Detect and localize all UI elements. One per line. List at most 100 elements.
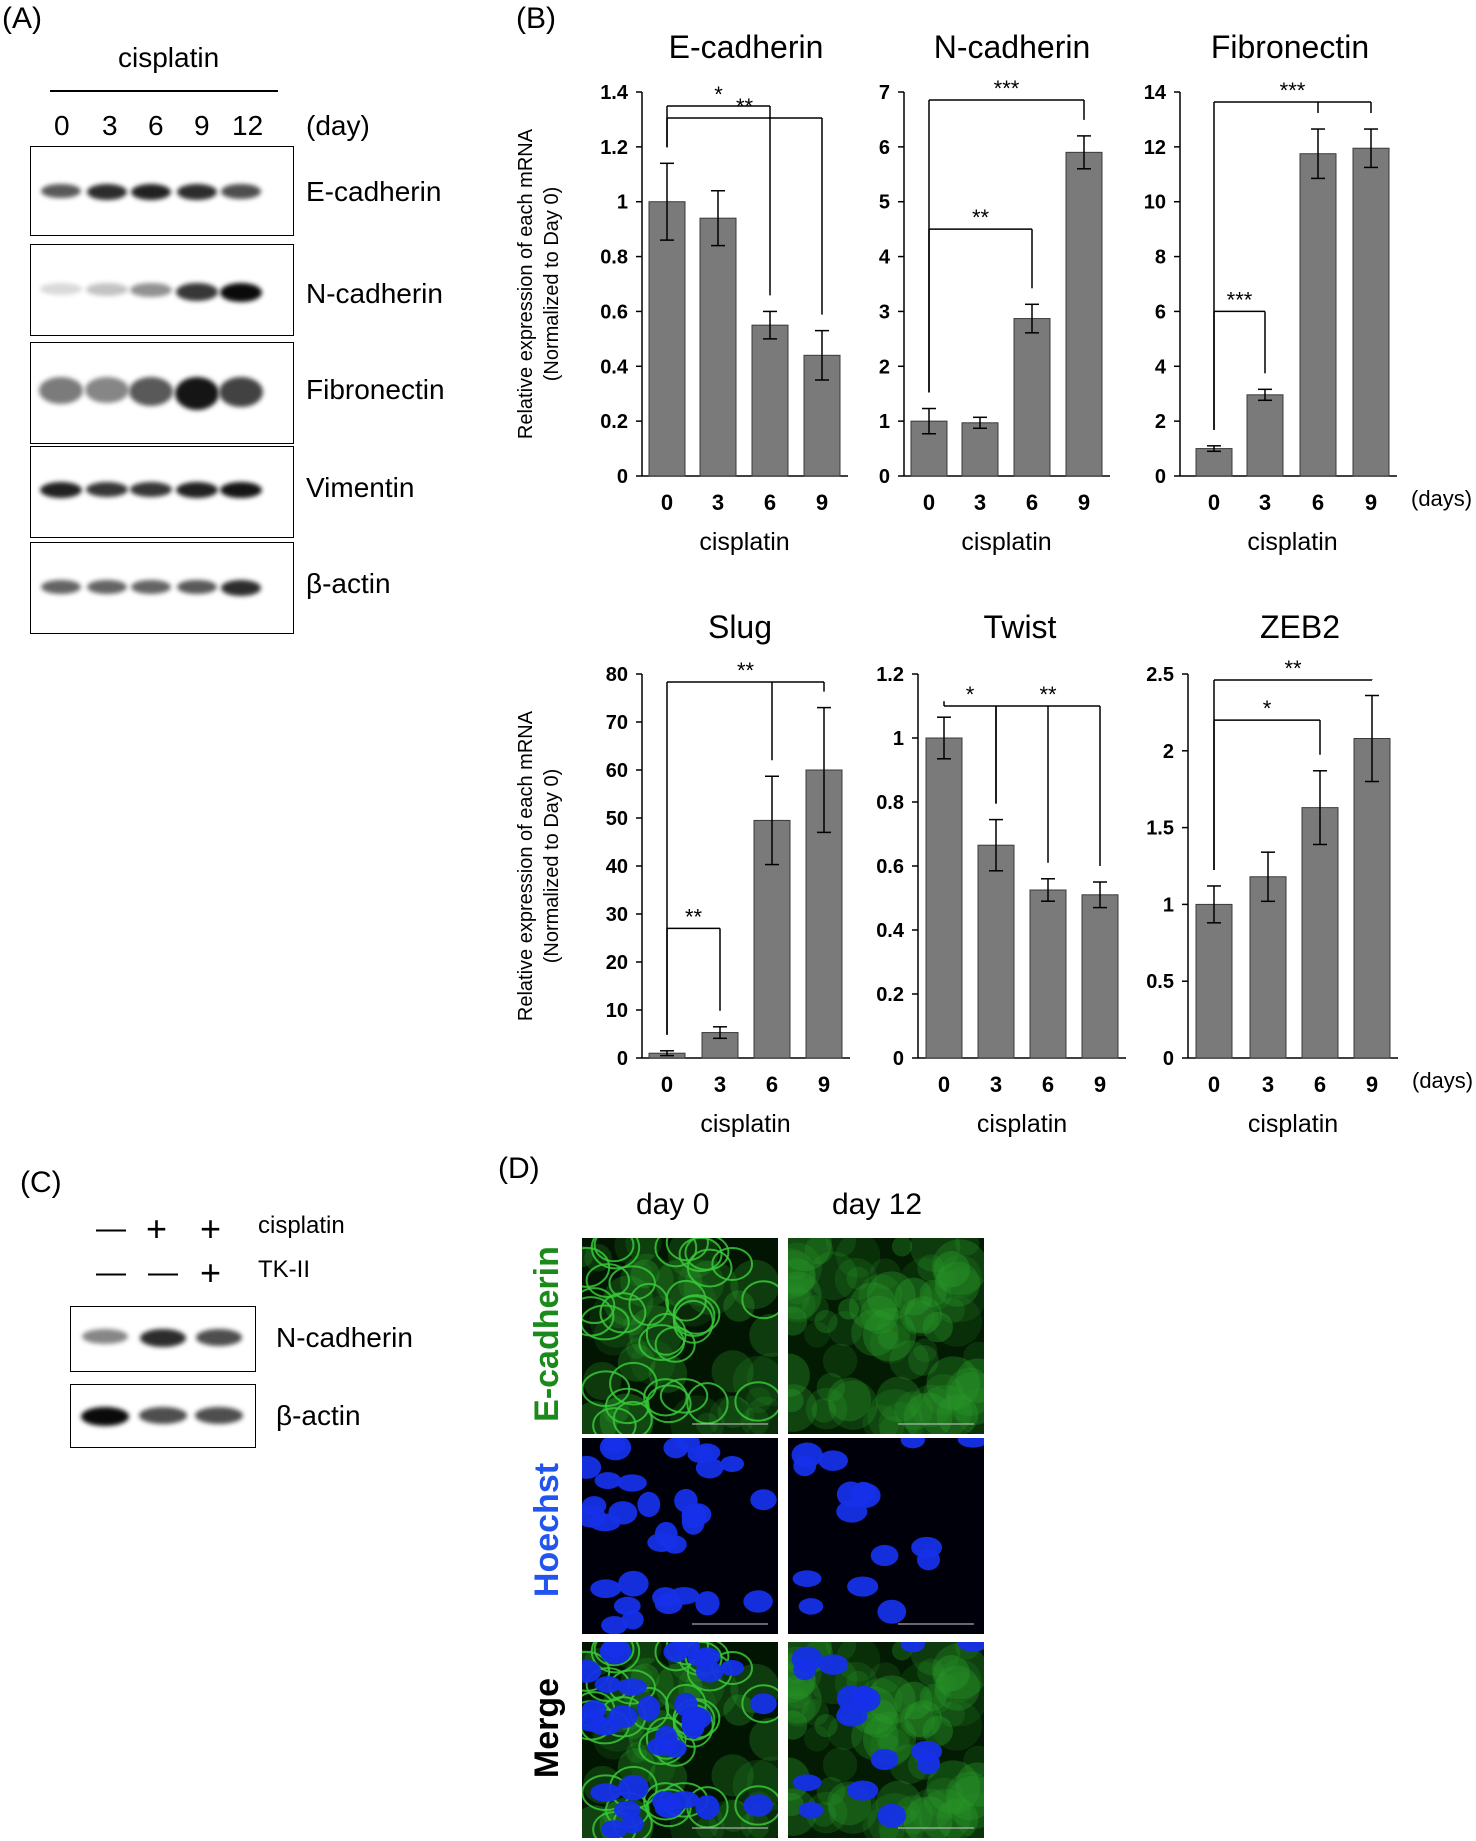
condition-label: cisplatin [258, 1212, 345, 1239]
blot-c-n-cadherin [70, 1306, 256, 1372]
blot-band [41, 580, 81, 594]
y-tick-label: 50 [606, 808, 628, 830]
sign-cell: + [146, 1208, 168, 1249]
x-axis-label: cisplatin [699, 528, 789, 556]
blot-band [85, 377, 129, 403]
y-tick-label: 2.5 [1146, 664, 1174, 686]
timepoint-label: 12 [232, 110, 264, 141]
x-tick-label: 3 [1262, 1072, 1274, 1097]
bar [1299, 153, 1337, 477]
blot-c-beta-actin [70, 1384, 256, 1448]
blot-band [86, 482, 128, 498]
y-tick-label: 0 [617, 466, 628, 488]
y-tick-label: 6 [1155, 301, 1166, 323]
significance-label: *** [1227, 287, 1253, 312]
x-tick-label: 3 [712, 490, 724, 515]
sign-cell: + [200, 1252, 222, 1293]
significance-label: * [966, 682, 975, 707]
x-tick-label: 6 [1312, 490, 1324, 515]
y-tick-label: 80 [606, 664, 628, 686]
micrograph-hoechst-day0 [582, 1438, 778, 1634]
x-tick-label: 9 [1078, 490, 1090, 515]
y-tick-label: 10 [1144, 192, 1166, 214]
timepoint-unit: (day) [306, 110, 370, 141]
timepoint-label: 9 [194, 110, 210, 141]
bar [1013, 318, 1051, 477]
y-tick-label: 0 [1155, 466, 1166, 488]
x-tick-label: 3 [714, 1072, 726, 1097]
blot-band [139, 1407, 187, 1424]
panel-label-d: (D) [498, 1152, 540, 1185]
blot-band [195, 1407, 243, 1424]
protein-label: β-actin [276, 1400, 361, 1431]
blot-band [40, 283, 82, 295]
y-tick-label: 12 [1144, 137, 1166, 159]
y-tick-label: 0.5 [1146, 971, 1174, 993]
significance-label: *** [1280, 78, 1306, 103]
bar [1029, 889, 1067, 1059]
panel-b-charts: E-cadherin 0 0.2 0.4 0.6 0.8 1 1.2 1.4 0 3 6 9 cispla… [515, 29, 1473, 1138]
significance-label: ** [972, 205, 990, 230]
y-tick-label: 4 [879, 247, 891, 269]
x-tick-label: 6 [1026, 490, 1038, 515]
blot-band [220, 283, 262, 303]
blot-band [140, 1329, 186, 1347]
y-tick-label: 1.5 [1146, 818, 1174, 840]
y-tick-label: 0.4 [600, 356, 629, 378]
blot-band [175, 377, 219, 410]
chart-title: N-cadherin [934, 29, 1091, 65]
bar [1081, 894, 1119, 1059]
blot-band [41, 184, 81, 199]
y-tick-label: 1.4 [600, 82, 629, 104]
protein-label: Fibronectin [306, 374, 445, 405]
y-tick-label: 0 [1163, 1048, 1174, 1070]
significance-label: *** [994, 76, 1020, 101]
blot-band [220, 482, 262, 499]
y-tick-label: 30 [606, 904, 628, 926]
blot-band [39, 377, 83, 404]
x-tick-label: 9 [816, 490, 828, 515]
bar [1195, 903, 1233, 1059]
y-tick-label: 20 [606, 952, 628, 974]
bar [1352, 147, 1390, 477]
y-tick-label: 60 [606, 760, 628, 782]
significance-label: ** [737, 658, 755, 683]
y-tick-label: 0.6 [600, 301, 628, 323]
x-tick-label: 9 [818, 1072, 830, 1097]
x-tick-label: 0 [938, 1072, 950, 1097]
y-tick-label: 3 [879, 301, 890, 323]
x-tick-label: 0 [923, 490, 935, 515]
blot-fibronectin [30, 342, 294, 444]
protein-label: β-actin [306, 568, 391, 599]
x-axis-label: cisplatin [1248, 1110, 1338, 1138]
chart-title: ZEB2 [1260, 609, 1340, 645]
significance-label: ** [1039, 682, 1057, 707]
x-tick-label: 6 [766, 1072, 778, 1097]
protein-label: E-cadherin [306, 176, 442, 207]
bar [1195, 448, 1233, 477]
blot-band [87, 580, 127, 594]
bar [977, 844, 1015, 1059]
treatment-underline [50, 90, 278, 92]
x-tick-label: 3 [990, 1072, 1002, 1097]
condition-label: TK-II [258, 1256, 310, 1283]
x-axis-unit: (days) [1412, 1068, 1473, 1093]
blot-band [131, 580, 171, 594]
protein-label: Vimentin [306, 472, 415, 503]
blot-band [82, 1329, 128, 1344]
x-axis-label: cisplatin [961, 528, 1051, 556]
blot-band [219, 377, 263, 408]
bar [1249, 876, 1287, 1059]
y-axis-label: Relative expression of each mRNA [515, 128, 537, 439]
y-tick-label: 1.2 [600, 137, 628, 159]
y-tick-label: 0.2 [876, 984, 904, 1006]
x-tick-label: 6 [1042, 1072, 1054, 1097]
bar [1065, 151, 1103, 477]
chart-title: E-cadherin [669, 29, 824, 65]
x-tick-label: 9 [1366, 1072, 1378, 1097]
y-tick-label: 0.4 [876, 920, 905, 942]
bar [648, 201, 686, 477]
blot-beta-actin [30, 542, 294, 634]
significance-label: * [1263, 696, 1272, 721]
blot-band [81, 1407, 129, 1427]
